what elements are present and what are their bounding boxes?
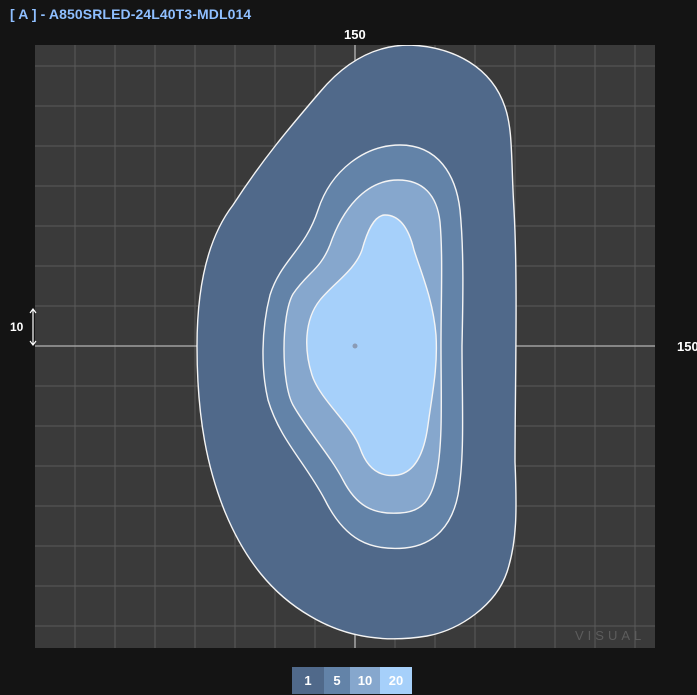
- legend-item-10: 10: [350, 667, 380, 694]
- watermark: VISUAL: [575, 628, 646, 643]
- scale-label: 10: [10, 320, 24, 334]
- isolux-plot-svg: [35, 45, 655, 648]
- right-axis-label: 150: [677, 339, 697, 354]
- contour-level-20: [306, 214, 438, 477]
- legend-item-5: 5: [324, 667, 350, 694]
- legend-item-20: 20: [380, 667, 412, 694]
- isolux-plot: [35, 45, 655, 648]
- contour-legend: 1 5 10 20: [292, 667, 412, 694]
- plot-title: [ A ] - A850SRLED-24L40T3-MDL014: [10, 6, 252, 22]
- scale-marker-icon: [29, 308, 37, 346]
- luminaire-center-point: [352, 343, 358, 349]
- legend-item-1: 1: [292, 667, 324, 694]
- top-axis-label: 150: [344, 27, 366, 42]
